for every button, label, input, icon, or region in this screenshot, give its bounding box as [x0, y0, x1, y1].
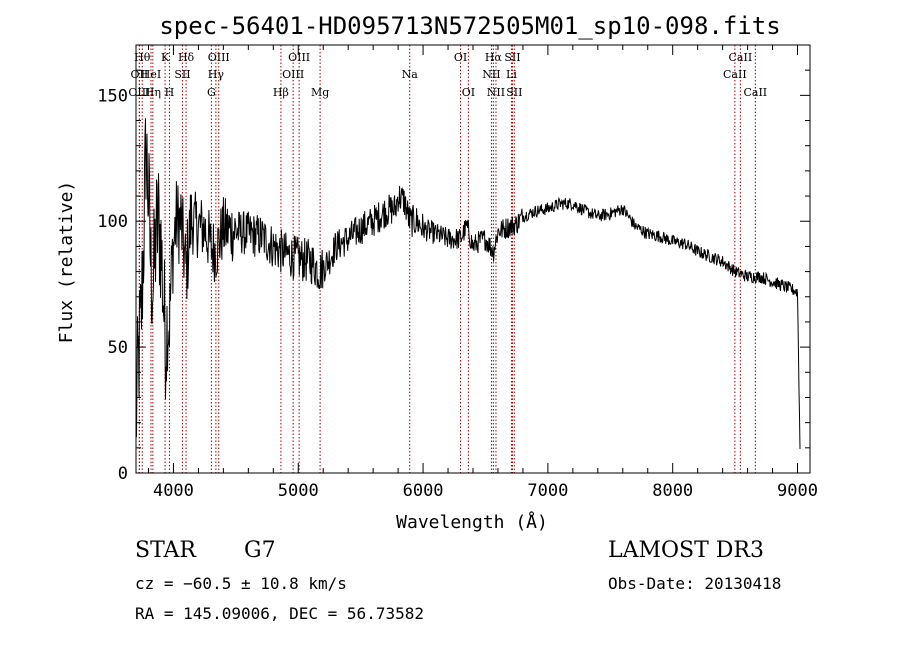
redshift-info: cz = −60.5 ± 10.8 km/s [135, 574, 347, 593]
line-label: Li [506, 68, 517, 81]
line-label: Na [402, 68, 419, 81]
line-label: OI [462, 86, 475, 99]
y-tick-label: 50 [108, 338, 128, 358]
spectrum-line [135, 118, 801, 450]
line-label: Hα [485, 51, 503, 64]
line-label: NII [482, 68, 500, 81]
line-markers [138, 45, 756, 473]
obs-date: Obs-Date: 20130418 [608, 574, 782, 593]
line-label: OIII [288, 51, 310, 64]
line-label: OIII [208, 51, 230, 64]
object-class: STAR [135, 538, 196, 563]
line-label: HeI [141, 68, 161, 81]
line-label: Mg [311, 86, 329, 99]
x-tick-label: 7000 [527, 481, 568, 501]
survey-name: LAMOST DR3 [608, 538, 764, 563]
line-label: SII [504, 51, 520, 64]
x-tick-label: 6000 [403, 481, 444, 501]
x-tick-label: 8000 [652, 481, 693, 501]
chart-title: spec-56401-HD095713N572505M01_sp10-098.f… [159, 12, 780, 40]
line-label: G [207, 86, 216, 99]
x-axis-label: Wavelength (Å) [396, 511, 548, 533]
y-tick-label: 150 [97, 86, 128, 106]
coordinates: RA = 145.09006, DEC = 56.73582 [135, 604, 424, 623]
line-label: Hγ [208, 68, 225, 81]
line-label: CaII [729, 51, 753, 64]
x-tick-label: 4000 [153, 481, 194, 501]
line-label: Hθ [134, 51, 151, 64]
x-tick-label: 9000 [777, 481, 818, 501]
line-label: H [165, 86, 175, 99]
x-tick-label: 5000 [278, 481, 319, 501]
line-label: SII [174, 68, 190, 81]
axis-ticks: 4000 5000 6000 7000 8000 9000 0 50 100 150 [97, 45, 818, 501]
line-label: K [161, 51, 170, 64]
line-label: OIII [282, 68, 304, 81]
y-axis-label: Flux (relative) [56, 181, 77, 344]
line-label: Hδ [178, 51, 195, 64]
y-tick-label: 0 [118, 464, 128, 484]
line-label: Hη [145, 86, 161, 99]
object-subclass: G7 [244, 538, 276, 563]
line-label: NII [487, 86, 505, 99]
line-label: OI [454, 51, 467, 64]
line-label: CaII [743, 86, 767, 99]
line-label: SII [506, 86, 522, 99]
line-label: Hβ [273, 86, 289, 99]
y-tick-label: 100 [97, 212, 128, 232]
line-label: CaII [723, 68, 747, 81]
line-label: OII [131, 68, 149, 81]
